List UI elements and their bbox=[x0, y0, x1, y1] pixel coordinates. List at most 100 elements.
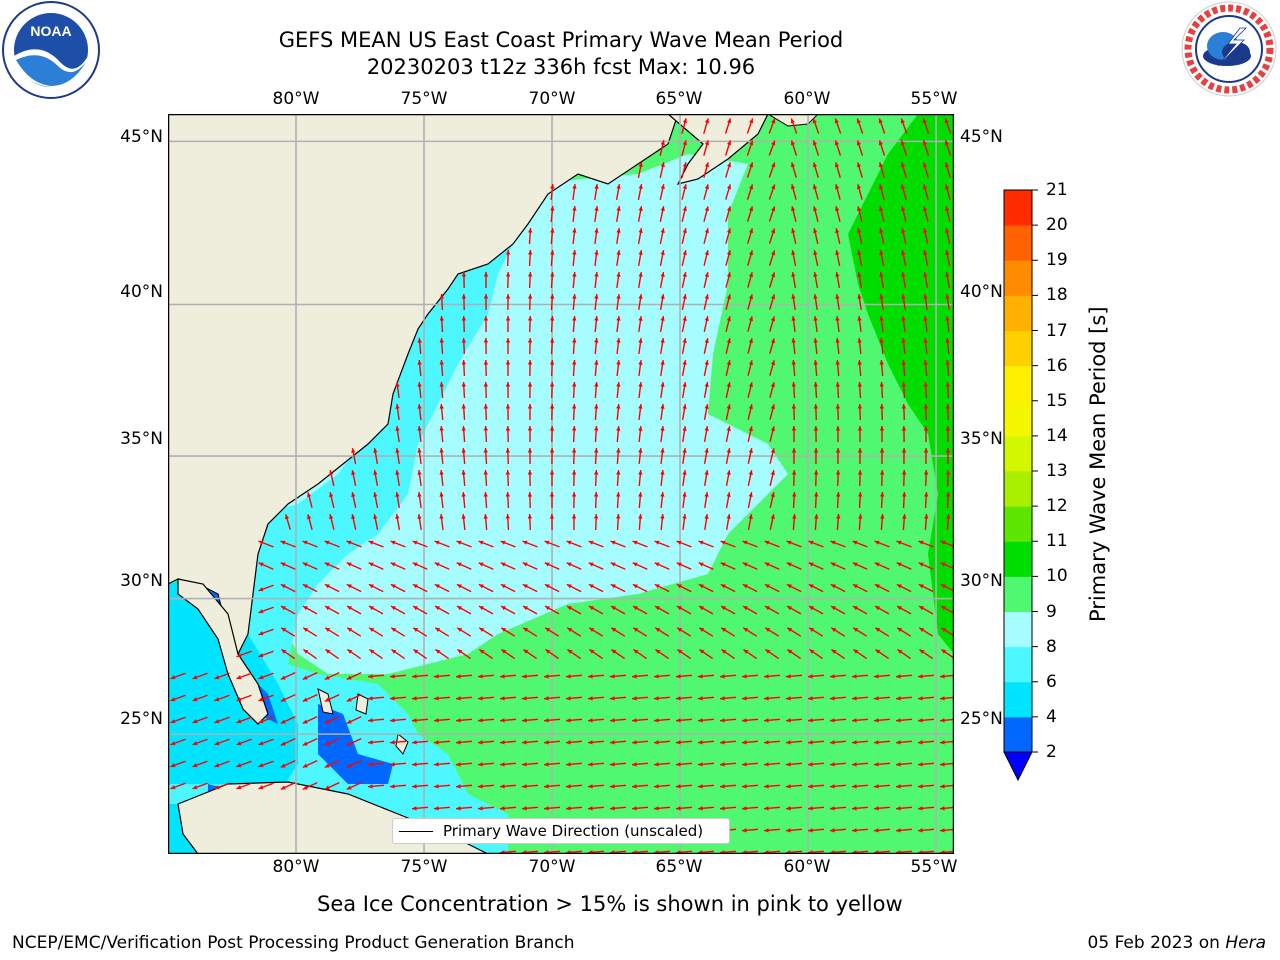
wave-arrow-head bbox=[329, 470, 334, 476]
wave-arrow-head bbox=[412, 806, 417, 811]
wave-arrow-head bbox=[742, 784, 747, 789]
legend-label: Primary Wave Direction (unscaled) bbox=[443, 822, 704, 840]
wave-arrow-head bbox=[682, 118, 688, 124]
wave-arrow-head bbox=[351, 448, 356, 453]
wave-arrow-head bbox=[878, 162, 884, 168]
lon-label-top: 75°W bbox=[400, 89, 448, 109]
wave-arrow-head bbox=[500, 762, 505, 767]
wave-arrow-head bbox=[923, 250, 928, 255]
wave-arrow-head bbox=[726, 470, 731, 475]
wave-arrow-head bbox=[638, 316, 643, 321]
wave-arrow-head bbox=[726, 360, 731, 366]
wave-arrow-head bbox=[857, 382, 862, 387]
wave-arrow-head bbox=[527, 382, 533, 387]
wave-arrow-head bbox=[901, 338, 906, 343]
lon-label-top: 70°W bbox=[528, 89, 576, 109]
wave-arrow-head bbox=[588, 674, 593, 679]
wave-arrow-head bbox=[720, 696, 725, 701]
wave-arrow-head bbox=[830, 540, 836, 545]
colorbar-segment bbox=[1004, 330, 1032, 367]
wave-arrow-head bbox=[610, 584, 616, 589]
wave-arrow-head bbox=[302, 584, 308, 589]
wave-arrow-head bbox=[478, 696, 483, 701]
wave-arrow-head bbox=[527, 426, 533, 431]
wave-arrow-head bbox=[786, 540, 792, 545]
wave-arrow-head bbox=[875, 649, 881, 654]
wave-arrow-head bbox=[660, 470, 665, 475]
lat-label-right: 25°N bbox=[960, 709, 1003, 729]
wave-arrow-head bbox=[550, 316, 555, 321]
wave-arrow-head bbox=[946, 514, 951, 519]
wave-arrow-head bbox=[302, 562, 308, 567]
wave-arrow-head bbox=[922, 184, 928, 190]
wave-arrow-head bbox=[901, 316, 906, 321]
wave-arrow-head bbox=[395, 492, 400, 497]
wave-arrow-head bbox=[505, 272, 511, 277]
lat-label-left: 30°N bbox=[120, 571, 163, 591]
wave-arrow-head bbox=[545, 627, 551, 633]
wave-arrow-head bbox=[813, 316, 818, 321]
colorbar-tick-label: 10 bbox=[1046, 566, 1068, 587]
wave-arrow-head bbox=[439, 492, 444, 497]
wave-arrow-head bbox=[856, 162, 862, 168]
wave-arrow-head bbox=[632, 696, 637, 701]
wave-arrow-head bbox=[682, 382, 687, 387]
wave-arrow-head bbox=[351, 470, 356, 476]
wave-arrow-head bbox=[638, 492, 643, 497]
wave-arrow-head bbox=[874, 584, 880, 589]
wave-arrow-head bbox=[522, 540, 528, 545]
chart-title-line1: GEFS MEAN US East Coast Primary Wave Mea… bbox=[278, 28, 844, 52]
wave-arrow-head bbox=[682, 206, 687, 212]
lon-label-bottom: 75°W bbox=[400, 857, 448, 877]
wave-arrow-head bbox=[550, 184, 555, 189]
wave-arrow-head bbox=[698, 674, 703, 679]
wave-arrow-head bbox=[500, 740, 505, 745]
wave-arrow-head bbox=[787, 606, 793, 611]
wave-arrow-head bbox=[901, 228, 906, 234]
wave-arrow-head bbox=[940, 696, 945, 701]
wave-arrow-head bbox=[434, 584, 440, 589]
wave-arrow-head bbox=[676, 584, 682, 589]
wave-arrow-head bbox=[302, 763, 308, 768]
wave-arrow-head bbox=[346, 584, 352, 589]
wave-arrow-head bbox=[764, 762, 769, 767]
wave-arrow-head bbox=[699, 606, 705, 611]
wave-arrow-head bbox=[346, 763, 352, 768]
lon-label-top: 80°W bbox=[272, 89, 320, 109]
wave-arrow-head bbox=[654, 784, 659, 789]
wave-arrow-head bbox=[940, 806, 945, 811]
wave-arrow-head bbox=[192, 719, 198, 724]
lat-label-right: 45°N bbox=[960, 127, 1003, 147]
wave-arrow-head bbox=[791, 470, 797, 475]
wave-arrow-head bbox=[879, 404, 885, 409]
wave-arrow-head bbox=[896, 584, 902, 589]
wave-arrow-head bbox=[726, 140, 732, 146]
wave-arrow-head bbox=[853, 606, 859, 611]
wave-arrow-head bbox=[852, 762, 857, 767]
wave-arrow-head bbox=[655, 627, 661, 633]
wave-arrow-head bbox=[901, 206, 906, 212]
wave-arrow-head bbox=[660, 404, 665, 409]
wave-arrow-head bbox=[918, 762, 923, 767]
wave-arrow-head bbox=[726, 184, 732, 190]
wave-arrow-head bbox=[522, 718, 527, 723]
colorbar-tick-label: 16 bbox=[1046, 355, 1068, 376]
wave-arrow-head bbox=[720, 784, 725, 789]
wave-arrow-head bbox=[550, 228, 555, 233]
wave-arrow-head bbox=[280, 675, 286, 680]
wave-arrow-head bbox=[682, 360, 687, 365]
wave-arrow-head bbox=[417, 426, 422, 431]
wave-arrow-head bbox=[857, 228, 862, 234]
wave-arrow-head bbox=[660, 382, 665, 387]
wave-arrow-head bbox=[857, 206, 862, 212]
noaa-logo: NOAA bbox=[0, 0, 104, 100]
land-nova-scotia bbox=[667, 114, 769, 185]
wave-arrow-head bbox=[572, 228, 577, 233]
wave-arrow-head bbox=[457, 649, 463, 654]
wave-arrow-head bbox=[880, 492, 885, 497]
colorbar-tick-label: 18 bbox=[1046, 285, 1068, 306]
wave-arrow-head bbox=[900, 162, 906, 168]
wave-arrow-head bbox=[544, 562, 550, 567]
wave-arrow-head bbox=[879, 448, 885, 453]
wave-arrow-head bbox=[879, 228, 884, 234]
